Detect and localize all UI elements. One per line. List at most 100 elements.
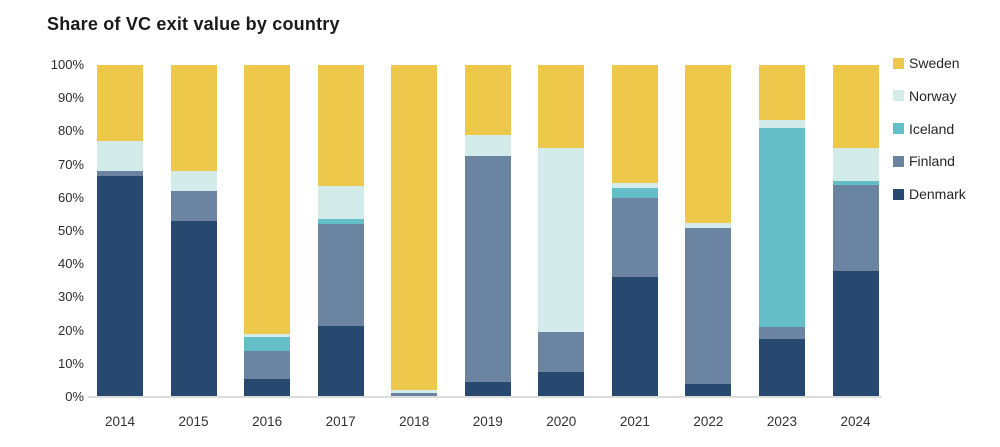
bar-segment-norway-2020	[538, 148, 585, 333]
bar-segment-denmark-2016	[244, 378, 291, 397]
bar-segment-sweden-2020	[538, 65, 585, 148]
y-tick-60: 60%	[57, 189, 84, 205]
bar-segment-norway-2024	[832, 148, 879, 182]
bar-segment-finland-2021	[611, 197, 658, 278]
legend-item-denmark: Denmark	[893, 187, 966, 201]
bar-2024	[832, 65, 879, 397]
y-tick-40: 40%	[57, 256, 84, 272]
bar-segment-norway-2016	[244, 333, 291, 338]
bar-segment-iceland-2024	[832, 181, 879, 185]
x-tick-2015: 2015	[178, 414, 209, 429]
bar-segment-sweden-2017	[317, 65, 364, 187]
legend-label-iceland: Iceland	[909, 120, 955, 137]
y-tick-50: 50%	[57, 223, 84, 238]
bar-segment-denmark-2024	[832, 270, 879, 397]
x-axis-baseline	[88, 396, 882, 398]
legend-label-finland: Finland	[909, 153, 955, 170]
x-tick-2024: 2024	[840, 414, 871, 429]
bar-segment-denmark-2022	[685, 383, 732, 397]
y-tick-100: 100%	[50, 57, 84, 72]
bar-2014	[97, 65, 143, 397]
legend-swatch-norway	[893, 90, 904, 102]
y-tick-70: 70%	[57, 156, 84, 172]
bar-2021	[611, 65, 658, 397]
y-tick-30: 30%	[57, 289, 84, 305]
bar-segment-norway-2018	[391, 390, 438, 394]
legend-label-norway: Norway	[909, 87, 957, 104]
y-tick-80: 80%	[57, 123, 84, 139]
bar-segment-finland-2019	[464, 156, 511, 383]
x-tick-2016: 2016	[252, 414, 283, 429]
x-tick-2021: 2021	[619, 414, 650, 429]
bar-segment-iceland-2017	[317, 219, 364, 225]
bar-segment-finland-2022	[685, 227, 732, 384]
bar-segment-norway-2017	[317, 186, 364, 220]
bar-segment-sweden-2024	[832, 65, 879, 148]
legend-swatch-iceland	[893, 123, 904, 135]
x-tick-2020: 2020	[546, 414, 577, 429]
legend-item-finland: Finland	[893, 154, 955, 168]
bar-segment-sweden-2023	[758, 65, 805, 120]
bar-segment-sweden-2016	[244, 65, 291, 334]
bar-segment-sweden-2015	[170, 65, 217, 172]
y-tick-10: 10%	[57, 355, 84, 371]
x-tick-2019: 2019	[472, 414, 503, 429]
bar-segment-denmark-2020	[538, 372, 585, 397]
bar-segment-denmark-2017	[317, 325, 364, 397]
bar-segment-finland-2014	[97, 171, 143, 177]
legend-label-sweden: Sweden	[909, 55, 960, 71]
bar-segment-sweden-2018	[391, 65, 438, 391]
bar-2023	[758, 65, 805, 397]
plot-area	[93, 65, 882, 397]
legend-item-iceland: Iceland	[893, 122, 954, 136]
legend-item-sweden: Sweden	[893, 56, 960, 70]
y-tick-90: 90%	[57, 90, 84, 106]
bar-2022	[685, 65, 732, 397]
bar-segment-sweden-2019	[464, 65, 511, 135]
legend-swatch-finland	[893, 155, 904, 167]
bar-segment-finland-2023	[758, 327, 805, 339]
chart-title: Share of VC exit value by country	[47, 14, 340, 34]
bar-segment-finland-2018	[391, 393, 438, 397]
bar-2019	[464, 65, 511, 397]
bar-segment-norway-2015	[170, 171, 217, 192]
x-tick-2022: 2022	[693, 414, 724, 429]
bar-segment-norway-2021	[611, 182, 658, 188]
bar-segment-iceland-2016	[244, 337, 291, 351]
bar-segment-sweden-2021	[611, 65, 658, 183]
bar-segment-sweden-2014	[97, 65, 143, 142]
bar-segment-denmark-2014	[97, 176, 143, 397]
bar-segment-finland-2015	[170, 191, 217, 222]
bar-segment-finland-2024	[832, 184, 879, 271]
bar-segment-norway-2014	[97, 141, 143, 172]
bar-segment-sweden-2022	[685, 65, 732, 223]
bar-segment-denmark-2019	[464, 382, 511, 397]
x-tick-2023: 2023	[766, 414, 797, 429]
legend-item-norway: Norway	[893, 89, 956, 103]
bar-segment-norway-2023	[758, 119, 805, 129]
bar-segment-denmark-2021	[611, 277, 658, 397]
legend-label-denmark: Denmark	[909, 186, 966, 203]
bar-2020	[538, 65, 585, 397]
bar-2016	[244, 65, 291, 397]
bar-segment-iceland-2021	[611, 187, 658, 198]
bar-segment-norway-2022	[685, 222, 732, 228]
bar-segment-finland-2020	[538, 332, 585, 373]
bar-2017	[317, 65, 364, 397]
y-tick-20: 20%	[57, 322, 84, 338]
bar-segment-finland-2017	[317, 224, 364, 326]
x-tick-2017: 2017	[325, 414, 356, 429]
bar-segment-norway-2019	[464, 134, 511, 157]
legend-swatch-sweden	[893, 57, 904, 69]
legend-swatch-denmark	[893, 188, 904, 200]
y-tick-0: 0%	[65, 389, 84, 404]
bar-segment-finland-2016	[244, 350, 291, 379]
bar-2018	[391, 65, 438, 397]
x-tick-2018: 2018	[399, 414, 430, 429]
x-tick-2014: 2014	[104, 414, 136, 429]
bar-segment-denmark-2015	[170, 221, 217, 397]
bar-segment-denmark-2023	[758, 338, 805, 397]
bar-segment-iceland-2023	[758, 128, 805, 328]
bar-2015	[170, 65, 217, 397]
